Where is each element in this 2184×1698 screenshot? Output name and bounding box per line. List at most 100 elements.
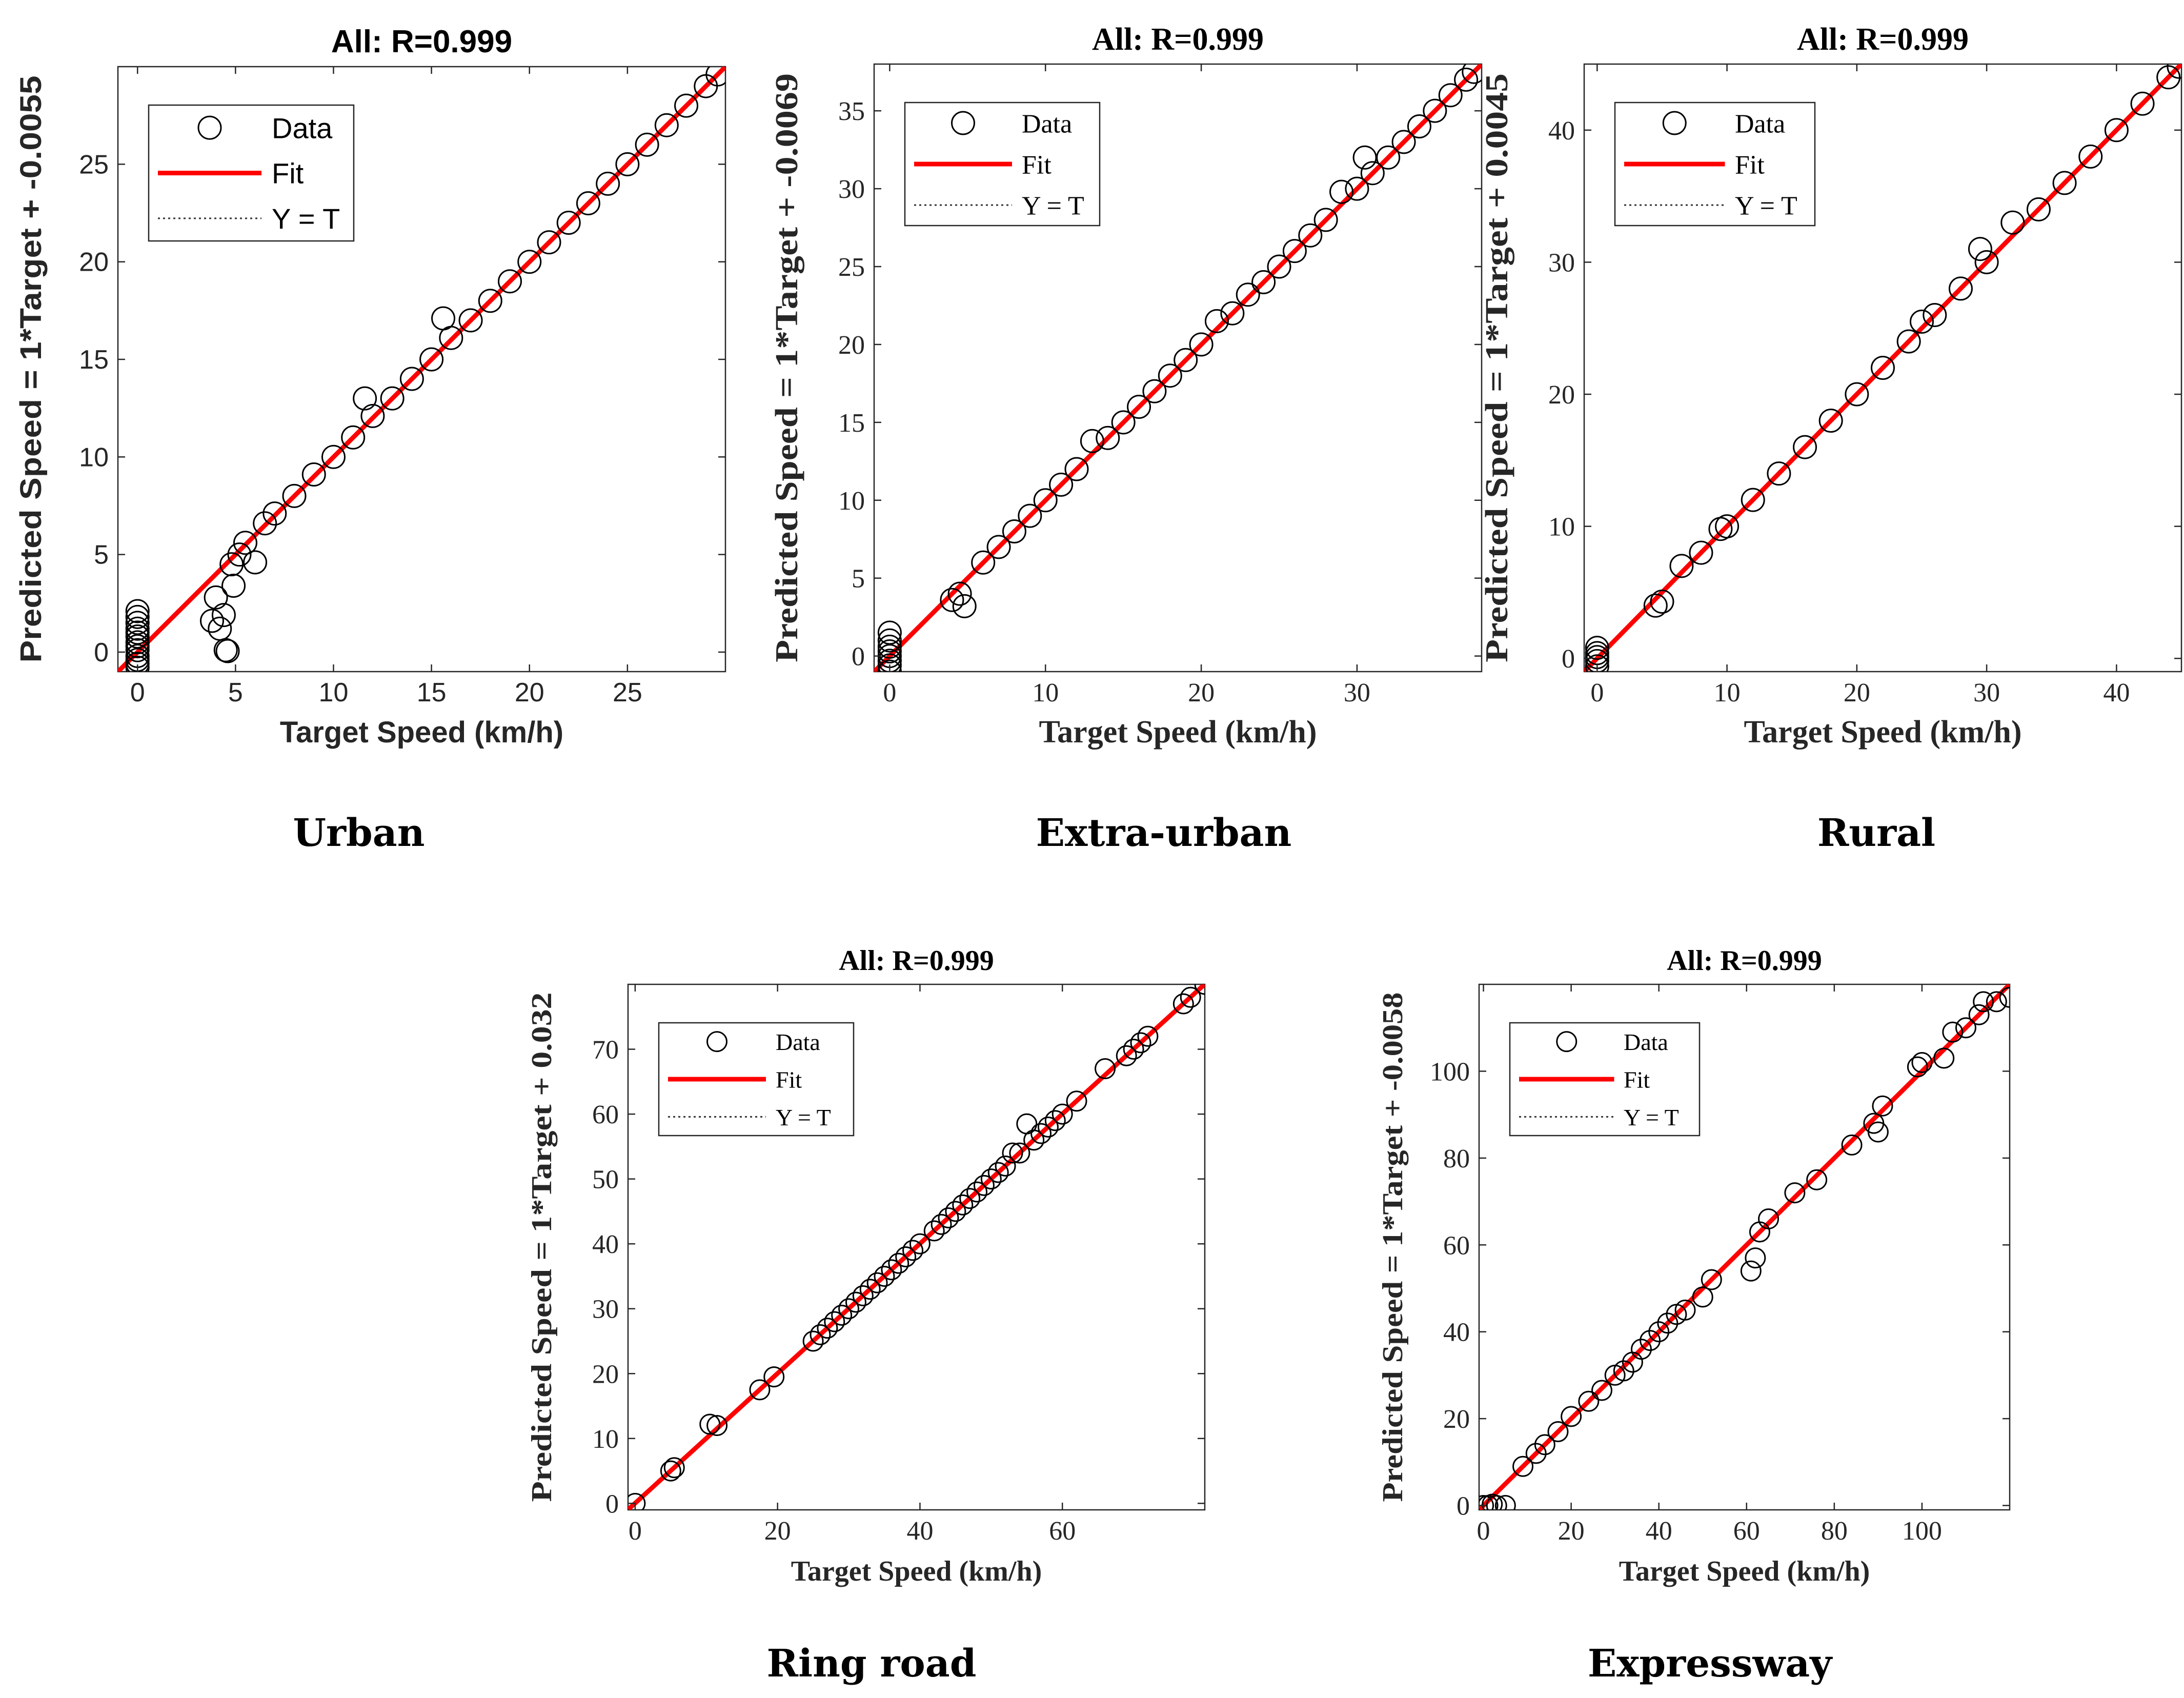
y-tick-label: 60 — [1443, 1231, 1470, 1260]
x-tick-label: 10 — [1714, 678, 1741, 707]
data-point — [952, 594, 977, 618]
data-point — [1142, 379, 1167, 403]
data-point — [253, 511, 277, 536]
data-point — [1871, 356, 1895, 380]
fit-line — [1584, 64, 2181, 672]
data-point — [852, 1285, 874, 1306]
data-point — [877, 659, 902, 672]
data-point — [987, 1162, 1009, 1183]
data-point — [966, 1181, 988, 1203]
legend-marker-data — [1662, 111, 1687, 135]
legend-label: Y = T — [272, 203, 340, 235]
data-point — [902, 1240, 924, 1261]
data-point — [199, 609, 224, 633]
data-point — [204, 585, 228, 610]
data-point — [321, 444, 346, 469]
data-point — [1968, 237, 1992, 261]
legend-marker-data — [197, 115, 222, 140]
x-tick-label: 20 — [1844, 678, 1870, 707]
data-point — [1630, 1339, 1652, 1360]
legend-label: Y = T — [1022, 192, 1084, 221]
legend-label: Fit — [1735, 151, 1765, 180]
chart-urban: 0 5 10 15 20 25 0 5 10 15 20 25 All: R=0.999 Target S… — [14, 24, 726, 749]
data-point — [947, 581, 972, 606]
data-point — [859, 1279, 881, 1300]
y-tick-label: 20 — [838, 331, 865, 360]
legend-label: Data — [1735, 110, 1785, 139]
legend-label: Y = T — [776, 1104, 831, 1130]
data-point — [282, 483, 307, 508]
legend: Data Fit Y = T — [658, 1022, 855, 1137]
data-point — [824, 1311, 845, 1332]
data-point — [895, 1246, 917, 1267]
x-axis-label: Target Speed (km/h) — [1744, 715, 2022, 750]
data-point — [877, 620, 902, 645]
data-point — [1494, 1495, 1516, 1510]
chart-rural: 0 10 20 30 40 0 10 20 30 40 All: R=0.999 Target Spe… — [1480, 22, 2182, 750]
data-point — [1002, 1142, 1023, 1164]
data-point — [1669, 554, 1694, 578]
data-point — [877, 634, 902, 659]
y-tick-label: 50 — [592, 1165, 619, 1195]
y-tick-label: 0 — [1562, 644, 1575, 674]
x-tick-label: 100 — [1902, 1517, 1942, 1546]
data-point — [1650, 589, 1674, 614]
data-point — [1123, 1039, 1144, 1060]
x-tick-label: 20 — [1188, 678, 1215, 707]
data-point — [211, 603, 236, 628]
y-tick-label: 25 — [838, 253, 865, 282]
plot-area — [1584, 64, 2181, 672]
panels: 0 5 10 15 20 25 0 5 10 15 20 25 All: R=0.999 Target S… — [14, 22, 2182, 1587]
data-point — [1613, 1360, 1634, 1382]
data-point — [831, 1304, 853, 1326]
caption-rural: Rural — [1817, 811, 1935, 855]
data-point — [706, 1414, 728, 1436]
y-tick-label: 100 — [1430, 1057, 1470, 1086]
legend: Data Fit Y = T — [1509, 1022, 1701, 1137]
data-point — [125, 638, 150, 662]
data-point — [971, 550, 996, 575]
data-point — [1095, 1058, 1116, 1080]
data-point — [1547, 1421, 1569, 1443]
legend-label: Data — [1624, 1029, 1668, 1055]
data-point — [1740, 1260, 1762, 1282]
data-point — [262, 501, 287, 526]
data-point — [1896, 329, 1921, 354]
y-tick-label: 60 — [592, 1100, 619, 1129]
x-tick-label: 40 — [906, 1517, 933, 1546]
y-tick-label: 70 — [592, 1036, 619, 1065]
y-tick-label: 5 — [852, 564, 865, 594]
plot-area — [1479, 984, 2010, 1510]
data-point — [301, 462, 326, 487]
legend-label: Data — [776, 1029, 820, 1055]
data-point — [1127, 394, 1151, 419]
chart-extra-urban: 0 10 20 30 0 5 10 15 20 25 30 35 All: R=0.999 Target … — [770, 22, 1483, 750]
legend: Data Fit Y = T — [1614, 102, 1816, 227]
data-point — [635, 132, 659, 157]
y-tick-label: 40 — [1548, 116, 1575, 146]
chart-title: All: R=0.999 — [839, 945, 994, 977]
x-axis-label: Target Speed (km/h) — [791, 1555, 1042, 1587]
x-tick-label: 40 — [2103, 678, 2130, 707]
data-point — [1174, 348, 1198, 372]
y-tick-label: 0 — [605, 1489, 619, 1519]
data-point — [1066, 1090, 1087, 1112]
data-point — [2052, 171, 2077, 195]
fit-line — [118, 67, 725, 672]
data-point — [874, 1265, 895, 1287]
y-tick-label: 10 — [1548, 513, 1575, 542]
data-point — [1758, 1208, 1779, 1229]
data-point — [1534, 1434, 1555, 1456]
data-point — [1561, 1406, 1582, 1427]
x-tick-label: 20 — [515, 678, 544, 707]
data-point — [1585, 649, 1609, 672]
data-point — [866, 1272, 888, 1293]
data-point — [1867, 1121, 1889, 1143]
data-point — [221, 574, 246, 598]
data-point — [660, 1460, 681, 1482]
data-point — [1158, 363, 1182, 388]
x-tick-label: 20 — [764, 1517, 791, 1546]
data-point — [923, 1220, 945, 1242]
data-point — [705, 67, 725, 87]
data-point — [674, 93, 699, 118]
